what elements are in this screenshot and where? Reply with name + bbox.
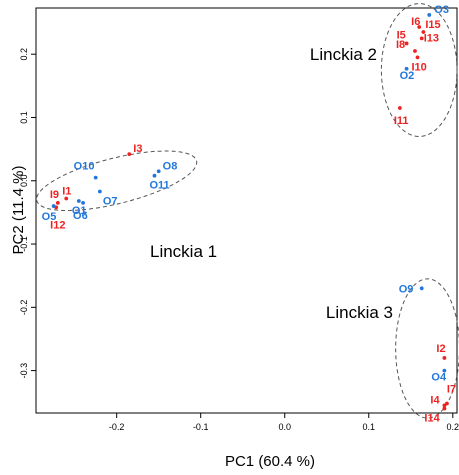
point-label: I13 <box>424 32 439 44</box>
point-label: I7 <box>447 384 456 396</box>
y-tick-label: 0.2 <box>19 48 29 61</box>
point-o10 <box>93 175 98 180</box>
y-tick-label: -0.2 <box>19 300 29 316</box>
data-points <box>51 13 449 411</box>
point-label: O10 <box>74 161 95 173</box>
point-o1 <box>76 199 81 203</box>
point-label: O3 <box>434 4 449 16</box>
plot-frame <box>35 7 458 414</box>
point-label: I11 <box>394 115 409 127</box>
point-o5 <box>51 204 56 208</box>
y-tick-label: 0.1 <box>19 111 29 124</box>
point-label: O11 <box>149 180 169 192</box>
y-tick-label: 0.0 <box>19 175 29 188</box>
x-tick-label: 0.2 <box>447 422 459 432</box>
point-i14 <box>442 406 447 411</box>
point-label: I15 <box>425 19 440 31</box>
point-i9 <box>55 201 60 205</box>
group-ellipse <box>380 3 458 137</box>
point-i7 <box>445 401 449 406</box>
group-labels: Linckia 1 Linckia 2 Linckia 3 <box>150 45 393 322</box>
point-label: O7 <box>103 196 118 208</box>
point-o9 <box>419 286 424 291</box>
point-label: I14 <box>424 413 440 425</box>
point-label: I2 <box>436 343 445 355</box>
point-o3 <box>427 13 432 17</box>
point-label: I9 <box>50 189 59 201</box>
point-i5 <box>404 41 409 46</box>
group-ellipse <box>395 278 459 419</box>
point-label: I12 <box>50 219 65 231</box>
x-axis: -0.2 -0.1 0.0 0.1 0.2 <box>109 413 459 432</box>
x-tick-label: -0.1 <box>193 422 209 432</box>
point-label: I8 <box>396 39 405 51</box>
point-label: O9 <box>399 283 414 295</box>
x-tick-label: -0.2 <box>109 422 125 432</box>
x-tick-label: 0.1 <box>363 422 376 432</box>
x-axis-label: PC1 (60.4 %) <box>225 453 315 470</box>
y-tick-label: -0.1 <box>19 236 29 252</box>
y-tick-label: -0.3 <box>19 363 29 379</box>
point-i1 <box>64 196 69 201</box>
point-i2 <box>442 356 447 360</box>
group-label: Linckia 2 <box>310 45 377 64</box>
point-label: O6 <box>73 210 88 222</box>
point-label: I10 <box>412 61 427 73</box>
point-label: O4 <box>431 372 447 384</box>
group-label: Linckia 3 <box>326 303 393 322</box>
point-o11 <box>152 173 157 178</box>
point-i8 <box>413 49 417 53</box>
point-i15 <box>421 30 426 34</box>
point-labels: I1 I2 I3 I4 I5 I6 I7 I8 I9 I10 I11 I12 I13 I14 I15 O1 O2… <box>42 4 456 425</box>
point-i13 <box>419 36 424 41</box>
point-label: I3 <box>133 143 142 155</box>
point-label: O5 <box>42 211 57 223</box>
point-i10 <box>415 55 420 60</box>
point-label: O8 <box>163 160 178 172</box>
point-label: I5 <box>397 29 406 41</box>
y-axis-label: PC2 (11.4 %) <box>10 166 27 255</box>
point-o7 <box>97 189 102 194</box>
x-tick-label: 0.0 <box>278 422 291 432</box>
point-i11 <box>397 106 402 110</box>
group-label: Linckia 1 <box>150 242 217 261</box>
point-label: I1 <box>62 185 71 197</box>
point-o6 <box>81 201 85 205</box>
point-o2 <box>404 66 409 71</box>
point-o4 <box>442 368 447 373</box>
point-label: O1 <box>72 205 87 217</box>
point-i3 <box>127 152 132 157</box>
point-label: I6 <box>411 16 420 28</box>
group-ellipse <box>36 150 198 212</box>
group-ellipses <box>36 3 459 419</box>
point-o8 <box>156 169 161 174</box>
y-axis: -0.3 -0.2 -0.1 0.0 0.1 0.2 <box>19 48 36 378</box>
point-i6 <box>417 25 422 29</box>
point-label: O2 <box>400 70 415 82</box>
point-label: I4 <box>430 394 440 406</box>
